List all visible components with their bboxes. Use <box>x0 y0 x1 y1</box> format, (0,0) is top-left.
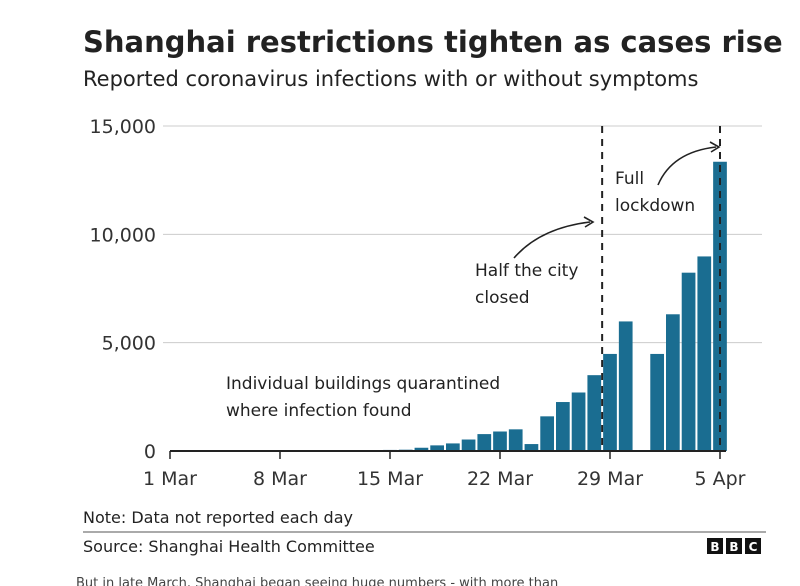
y-tick-label: 10,000 <box>90 224 156 246</box>
bbc-logo-letter-1: B <box>710 540 719 554</box>
annotation-lockdown-line1: Full <box>615 169 644 189</box>
bbc-logo-letter-3: C <box>749 540 758 554</box>
annotation-half-city: Half the city closed <box>475 216 595 308</box>
bar <box>430 445 444 451</box>
bar <box>477 434 492 451</box>
bar <box>461 439 476 451</box>
bar <box>524 444 539 451</box>
bar <box>556 402 570 451</box>
bbc-logo-block-2 <box>726 538 742 554</box>
annotation-lockdown-arrow <box>657 146 717 186</box>
bbc-logo-block-1 <box>707 538 723 554</box>
bar-series <box>383 161 727 451</box>
annotation-half-city-arrow <box>513 221 591 259</box>
annotation-lockdown-line2: lockdown <box>615 196 695 216</box>
y-axis: 0 5,000 10,000 15,000 <box>90 116 156 463</box>
chart-title: Shanghai restrictions tighten as cases r… <box>83 25 783 59</box>
y-tick-label: 15,000 <box>90 116 156 138</box>
annotation-buildings-line1: Individual buildings quarantined <box>226 374 500 394</box>
bar <box>618 321 633 451</box>
bar <box>587 375 602 451</box>
x-tick-label: 29 Mar <box>577 468 643 490</box>
bar <box>446 443 460 451</box>
x-tick-label: 15 Mar <box>357 468 423 490</box>
bbc-logo-block-3 <box>745 538 761 554</box>
x-axis: 1 Mar 8 Mar 15 Mar 22 Mar 29 Mar 5 Apr <box>143 450 746 490</box>
y-tick-label: 0 <box>144 441 156 463</box>
annotation-half-city-line2: closed <box>475 288 530 308</box>
x-tick-label: 8 Mar <box>253 468 307 490</box>
bar <box>493 431 507 451</box>
gridlines <box>163 125 762 344</box>
annotation-lockdown-arrowhead <box>709 141 721 153</box>
x-tick-label: 1 Mar <box>143 468 197 490</box>
article-caption: But in late March, Shanghai began seeing… <box>76 576 559 586</box>
bar <box>508 429 523 451</box>
bar <box>697 256 712 451</box>
chart-subtitle: Reported coronavirus infections with or … <box>83 67 698 91</box>
bbc-logo: B B C <box>707 538 761 554</box>
bar <box>603 353 617 451</box>
x-tick-label: 22 Mar <box>467 468 533 490</box>
bar <box>713 161 727 451</box>
annotation-buildings-line2: where infection found <box>226 401 412 421</box>
footer-source: Source: Shanghai Health Committee <box>83 537 375 556</box>
x-tick-label: 5 Apr <box>695 468 746 490</box>
annotation-buildings: Individual buildings quarantined where i… <box>226 374 500 421</box>
bar <box>666 314 680 451</box>
bbc-logo-letter-2: B <box>729 540 738 554</box>
annotation-half-city-arrowhead <box>583 216 595 228</box>
y-tick-label: 5,000 <box>102 333 156 355</box>
bar <box>414 447 429 451</box>
reference-lines <box>601 126 721 451</box>
annotation-full-lockdown: Full lockdown <box>615 141 721 216</box>
footer-note: Note: Data not reported each day <box>83 508 353 527</box>
annotation-half-city-line1: Half the city <box>475 261 578 281</box>
bar <box>540 416 554 451</box>
bar <box>571 392 586 451</box>
bar <box>650 353 664 451</box>
bar <box>681 272 696 451</box>
